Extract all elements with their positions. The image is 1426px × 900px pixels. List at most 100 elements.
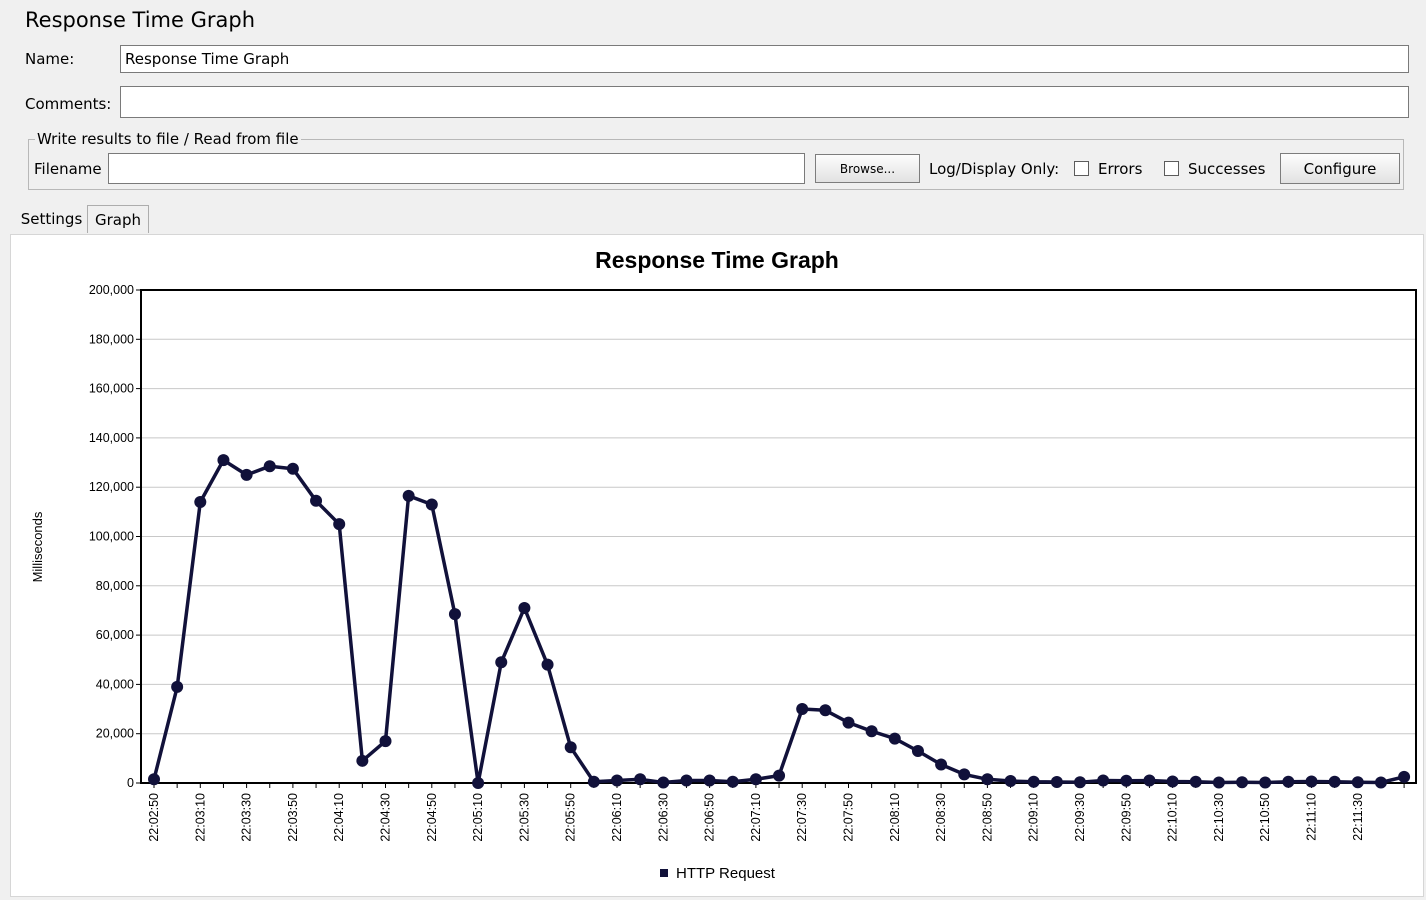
x-tick-label: 22:07:10 — [749, 793, 763, 842]
successes-checkbox[interactable] — [1164, 161, 1179, 176]
data-point — [888, 732, 901, 745]
data-point — [1212, 776, 1225, 789]
data-point — [935, 758, 948, 771]
x-tick-label: 22:05:30 — [517, 793, 531, 842]
data-point — [958, 768, 971, 781]
response-time-chart: Response Time Graph Milliseconds 0 20,000… — [30, 247, 1417, 882]
data-point — [518, 601, 531, 614]
x-tick-label: 22:04:50 — [425, 793, 439, 842]
x-tick-label: 22:02:50 — [147, 793, 161, 842]
data-point — [611, 774, 623, 787]
y-tick-label: 100,000 — [89, 530, 134, 544]
x-tick-label: 22:05:10 — [471, 793, 485, 842]
x-tick-label: 22:03:50 — [286, 793, 300, 842]
data-point — [495, 656, 508, 669]
data-point — [286, 462, 299, 475]
y-tick-label: 200,000 — [89, 283, 134, 297]
data-point — [657, 776, 670, 789]
x-tick-label: 22:10:50 — [1258, 793, 1272, 842]
data-point — [1074, 776, 1086, 789]
x-tick-label: 22:09:50 — [1119, 793, 1133, 842]
data-point — [819, 704, 832, 717]
tab-graph[interactable]: Graph — [87, 205, 149, 233]
data-point — [379, 735, 392, 748]
data-point — [1097, 774, 1110, 787]
data-point — [1004, 775, 1017, 788]
y-tick-label: 0 — [127, 776, 134, 790]
data-point — [425, 498, 438, 511]
x-tick-label: 22:07:30 — [795, 793, 809, 842]
data-point — [773, 769, 786, 782]
data-point — [1282, 775, 1295, 788]
x-tick-label: 22:08:50 — [980, 793, 994, 842]
filename-input[interactable] — [108, 153, 805, 184]
data-point — [796, 703, 809, 716]
data-point — [356, 754, 369, 767]
data-point — [1027, 775, 1040, 788]
y-tick-label: 60,000 — [96, 628, 134, 642]
y-tick-label: 180,000 — [89, 332, 134, 346]
data-point — [703, 774, 716, 787]
data-point — [842, 716, 855, 729]
x-tick-label: 22:07:50 — [842, 793, 856, 842]
legend-swatch — [660, 869, 668, 877]
configure-button[interactable]: Configure — [1280, 153, 1400, 184]
filename-label: Filename — [34, 160, 102, 178]
y-tick-label: 80,000 — [96, 579, 134, 593]
data-point — [1166, 775, 1179, 788]
series-line — [152, 458, 1405, 785]
x-tick-label: 22:05:50 — [564, 793, 578, 842]
x-tick-label: 22:08:10 — [888, 793, 902, 842]
data-point — [1143, 774, 1156, 787]
data-point — [749, 773, 762, 786]
y-tick-label: 120,000 — [89, 480, 134, 494]
data-point — [171, 680, 184, 693]
x-tick-label: 22:03:30 — [240, 793, 254, 842]
data-point — [194, 495, 207, 508]
x-tick-label: 22:03:10 — [193, 793, 207, 842]
comments-input[interactable] — [120, 86, 1409, 118]
file-section: Write results to file / Read from file — [28, 130, 1404, 190]
window-title: Response Time Graph — [25, 8, 256, 32]
x-tick-label: 22:10:30 — [1212, 793, 1226, 842]
chart-title: Response Time Graph — [595, 247, 839, 273]
data-point — [240, 468, 253, 481]
graph-panel: Response Time Graph Milliseconds 0 20,000… — [10, 234, 1424, 897]
comments-label: Comments: — [25, 95, 112, 113]
errors-checkbox[interactable] — [1074, 161, 1089, 176]
data-point — [263, 460, 276, 473]
tab-settings[interactable]: Settings — [20, 210, 83, 228]
x-tick-label: 22:11:10 — [1305, 793, 1319, 841]
x-tick-label: 22:04:10 — [332, 793, 346, 842]
data-point — [541, 658, 554, 671]
data-point — [587, 775, 600, 788]
data-point — [1328, 775, 1341, 788]
successes-label: Successes — [1188, 160, 1266, 178]
data-point — [310, 494, 323, 507]
x-tick-label: 22:06:10 — [610, 793, 624, 842]
data-point — [1120, 774, 1133, 787]
x-tick-label: 22:10:10 — [1166, 793, 1180, 842]
y-tick-label: 20,000 — [96, 727, 134, 741]
x-tick-label: 22:04:30 — [379, 793, 393, 842]
x-tick-label: 22:09:10 — [1027, 793, 1041, 842]
data-point — [1398, 770, 1411, 783]
name-input[interactable] — [120, 45, 1409, 73]
x-tick-label: 22:08:30 — [934, 793, 948, 842]
data-point — [726, 775, 739, 788]
data-point — [1374, 776, 1387, 789]
data-point — [1050, 776, 1063, 789]
data-point — [148, 773, 160, 786]
data-point — [1236, 776, 1249, 789]
log-display-label: Log/Display Only: — [929, 160, 1060, 178]
y-axis-label: Milliseconds — [30, 511, 45, 582]
data-point — [981, 773, 994, 786]
y-tick-label: 40,000 — [96, 677, 134, 691]
x-tick-label: 22:06:50 — [703, 793, 717, 842]
data-point — [911, 744, 924, 757]
data-point — [1351, 776, 1364, 789]
data-point — [865, 725, 878, 738]
x-tick-label: 22:09:30 — [1073, 793, 1087, 842]
data-point — [1305, 775, 1318, 788]
browse-button[interactable]: Browse... — [815, 154, 920, 183]
